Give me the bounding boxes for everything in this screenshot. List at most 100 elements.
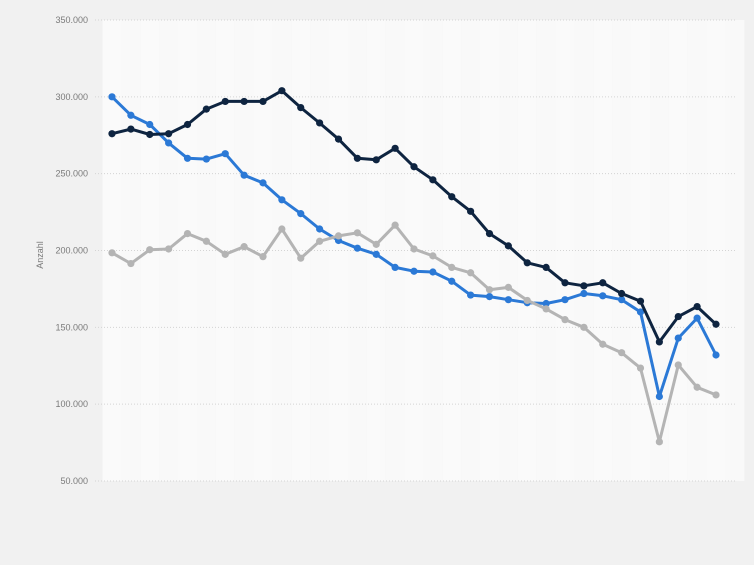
data-point	[353, 244, 361, 252]
column-band	[498, 20, 518, 481]
data-point	[636, 308, 645, 316]
data-point	[467, 291, 475, 299]
data-point	[391, 263, 399, 272]
data-point	[561, 296, 569, 304]
column-band-light	[480, 20, 499, 481]
data-point	[636, 297, 645, 305]
data-point	[693, 302, 701, 311]
data-point	[485, 293, 494, 301]
data-point	[410, 267, 418, 275]
data-point	[278, 196, 286, 204]
data-point	[221, 150, 229, 158]
data-point	[712, 320, 720, 328]
data-point	[316, 119, 324, 127]
data-point	[599, 279, 607, 287]
data-point	[259, 179, 267, 187]
data-point	[127, 259, 135, 268]
data-point	[240, 243, 248, 251]
data-point	[316, 237, 324, 245]
data-point	[316, 225, 324, 233]
data-point	[618, 289, 626, 298]
data-point	[410, 245, 418, 253]
column-band	[536, 20, 556, 481]
data-point	[202, 237, 210, 245]
data-point	[410, 163, 418, 171]
data-point	[485, 286, 494, 294]
data-point	[542, 305, 550, 313]
data-point	[146, 120, 154, 129]
data-point	[353, 229, 361, 237]
data-point	[618, 296, 626, 304]
data-point	[240, 97, 248, 106]
data-point	[655, 392, 663, 401]
y-tick-label: 200.000	[55, 246, 88, 256]
data-point	[165, 245, 173, 253]
y-axis-ticks: 50.000 100.000 150.000 200.000 250.000 300.00…	[55, 15, 88, 486]
data-point	[580, 282, 588, 290]
data-point	[165, 130, 173, 138]
data-point	[655, 438, 663, 446]
data-point	[448, 277, 456, 285]
y-axis-title: Anzahl	[35, 241, 45, 269]
data-point	[693, 383, 701, 391]
column-band	[687, 20, 707, 481]
column-band	[423, 20, 443, 481]
data-point	[636, 364, 645, 372]
data-point	[221, 250, 229, 258]
y-tick-label: 300.000	[55, 92, 88, 102]
data-point	[372, 250, 380, 258]
data-point	[504, 242, 512, 250]
data-point	[259, 97, 267, 106]
data-point	[183, 120, 192, 129]
data-point	[146, 130, 154, 139]
data-point	[599, 340, 607, 348]
data-point	[202, 155, 210, 163]
column-band	[234, 20, 254, 481]
data-point	[485, 229, 494, 238]
column-band	[574, 20, 594, 481]
data-point	[448, 193, 456, 201]
data-point	[108, 249, 116, 257]
data-point	[108, 130, 116, 138]
data-point	[523, 259, 531, 267]
data-point	[712, 351, 720, 359]
column-band-light	[178, 20, 197, 481]
series-2	[108, 87, 720, 346]
column-band-light	[668, 20, 688, 481]
y-tick-label: 100.000	[55, 399, 88, 409]
data-point	[712, 391, 720, 399]
data-point	[504, 283, 512, 291]
data-point	[561, 316, 569, 324]
data-point	[221, 97, 229, 106]
data-point	[278, 225, 286, 233]
column-band-light	[442, 20, 462, 481]
data-point	[183, 229, 192, 238]
column-band	[121, 20, 141, 481]
y-tick-label: 250.000	[55, 169, 88, 179]
data-point	[674, 361, 682, 369]
data-point	[655, 338, 663, 346]
column-bands	[102, 20, 745, 481]
data-point	[297, 210, 305, 218]
column-band-light	[366, 20, 386, 481]
data-point	[467, 269, 475, 277]
series-group	[108, 87, 720, 446]
data-point	[353, 154, 361, 162]
data-point	[334, 232, 343, 240]
column-band-light	[555, 20, 575, 481]
data-point	[618, 349, 626, 357]
data-point	[429, 252, 437, 260]
y-tick-label: 350.000	[55, 15, 88, 25]
data-point	[127, 111, 135, 119]
column-band	[310, 20, 330, 481]
column-band-light	[291, 20, 311, 481]
data-point	[561, 279, 569, 287]
data-point	[580, 323, 588, 331]
data-point	[372, 240, 380, 248]
data-point	[599, 292, 607, 300]
data-point	[429, 268, 437, 276]
column-band	[612, 20, 632, 481]
data-point	[146, 246, 154, 254]
data-point	[504, 296, 512, 304]
